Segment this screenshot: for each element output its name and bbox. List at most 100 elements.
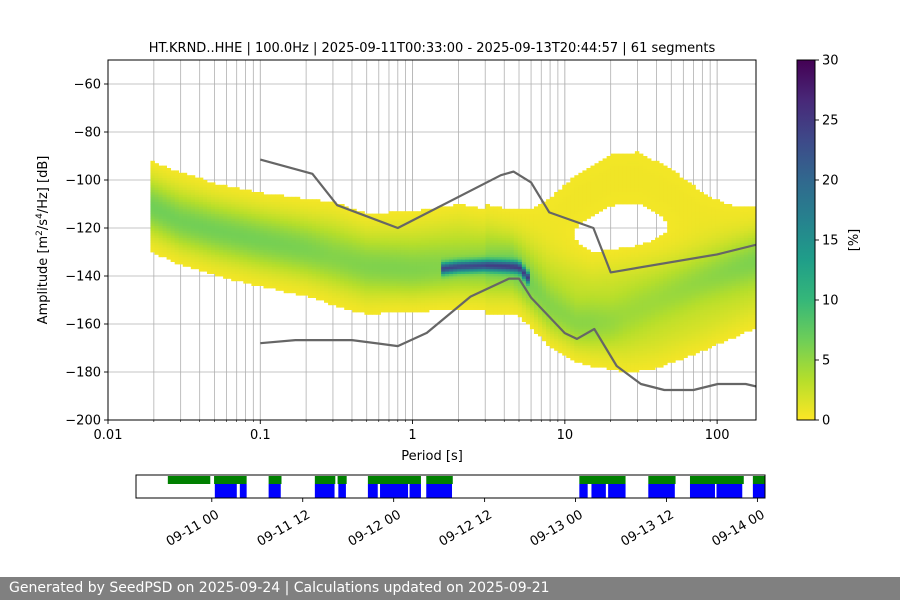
psd-cell	[352, 252, 357, 255]
psd-cell	[505, 232, 511, 236]
psd-cell	[586, 302, 591, 306]
psd-cell	[202, 204, 208, 207]
psd-cell	[287, 254, 293, 258]
psd-cell	[481, 237, 486, 241]
psd-cell	[219, 223, 224, 226]
psd-cell	[424, 256, 430, 260]
psd-cell	[194, 259, 200, 262]
psd-cell	[311, 283, 317, 286]
psd-cell	[416, 280, 422, 284]
psd-cell	[469, 242, 474, 246]
psd-cell	[299, 288, 305, 291]
psd-cell	[582, 321, 587, 325]
psd-cell	[336, 259, 341, 262]
psd-cell	[372, 295, 377, 298]
psd-cell	[493, 295, 499, 298]
psd-cell	[360, 244, 365, 248]
psd-cell	[299, 244, 305, 248]
psd-cell	[328, 283, 333, 286]
psd-cell	[344, 218, 349, 222]
psd-cell	[315, 223, 321, 226]
psd-cell	[501, 252, 507, 255]
psd-cell	[263, 230, 268, 234]
psd-cell	[247, 235, 252, 238]
psd-cell	[473, 278, 478, 282]
psd-cell	[582, 256, 587, 260]
psd-cell	[271, 261, 276, 265]
psd-cell	[582, 324, 587, 327]
psd-cell	[509, 273, 515, 277]
psd-cell	[469, 206, 474, 210]
psd-cell	[348, 249, 353, 253]
psd-cell	[328, 276, 333, 279]
psd-cell	[315, 252, 321, 255]
psd-cell	[239, 259, 244, 262]
psd-cell	[525, 228, 531, 231]
psd-cell	[501, 237, 507, 241]
psd-cell	[461, 204, 466, 207]
psd-cell	[408, 223, 414, 226]
psd-cell	[542, 249, 547, 253]
psd-cell	[295, 292, 301, 296]
psd-cell	[445, 254, 450, 258]
psd-cell	[481, 240, 486, 243]
psd-cell	[352, 216, 357, 219]
psd-cell	[574, 254, 579, 258]
psd-cell	[275, 288, 281, 291]
psd-cell	[279, 266, 285, 270]
psd-cell	[529, 314, 535, 318]
psd-cell	[586, 175, 591, 178]
psd-cell	[570, 285, 575, 289]
psd-cell	[424, 230, 430, 234]
psd-cell	[574, 309, 579, 313]
psd-cell	[275, 247, 281, 250]
psd-cell	[352, 249, 357, 253]
psd-cell	[336, 232, 341, 236]
psd-cell	[465, 259, 470, 262]
psd-cell	[328, 261, 333, 265]
psd-cell	[538, 216, 543, 219]
psd-cell	[178, 249, 184, 253]
psd-cell	[332, 302, 337, 306]
psd-cell	[420, 292, 426, 296]
psd-cell	[166, 237, 172, 241]
psd-cell	[590, 340, 595, 344]
psd-cell	[364, 268, 369, 272]
psd-cell	[437, 295, 442, 298]
psd-cell	[509, 280, 515, 284]
psd-cell	[485, 232, 490, 236]
psd-cell	[227, 256, 232, 260]
psd-cell	[485, 297, 490, 301]
psd-cell	[570, 316, 575, 320]
psd-cell	[287, 223, 293, 226]
psd-cell	[396, 230, 402, 234]
psd-cell	[295, 199, 301, 202]
psd-cell	[396, 285, 402, 289]
psd-cell	[239, 249, 244, 253]
psd-cell	[166, 232, 172, 236]
psd-cell	[344, 304, 349, 308]
psd-cell	[215, 237, 220, 241]
psd-cell	[235, 276, 240, 279]
psd-cell	[307, 247, 313, 250]
psd-cell	[461, 208, 466, 212]
psd-cell	[324, 288, 329, 291]
psd-cell	[546, 280, 551, 284]
psd-cell	[433, 237, 438, 241]
psd-cell	[477, 223, 482, 226]
psd-cell	[332, 223, 337, 226]
psd-cell	[554, 309, 559, 313]
psd-cell	[461, 266, 466, 270]
psd-cell	[243, 199, 248, 202]
psd-cell	[295, 223, 301, 226]
psd-cell	[247, 261, 252, 265]
psd-cell	[243, 223, 248, 226]
psd-cell	[424, 208, 430, 212]
psd-cell	[206, 223, 212, 226]
psd-cell	[481, 276, 486, 279]
psd-cell	[562, 324, 567, 327]
psd-cell	[158, 175, 163, 178]
psd-cell	[578, 324, 583, 327]
psd-cell	[275, 204, 281, 207]
psd-cell	[295, 259, 301, 262]
